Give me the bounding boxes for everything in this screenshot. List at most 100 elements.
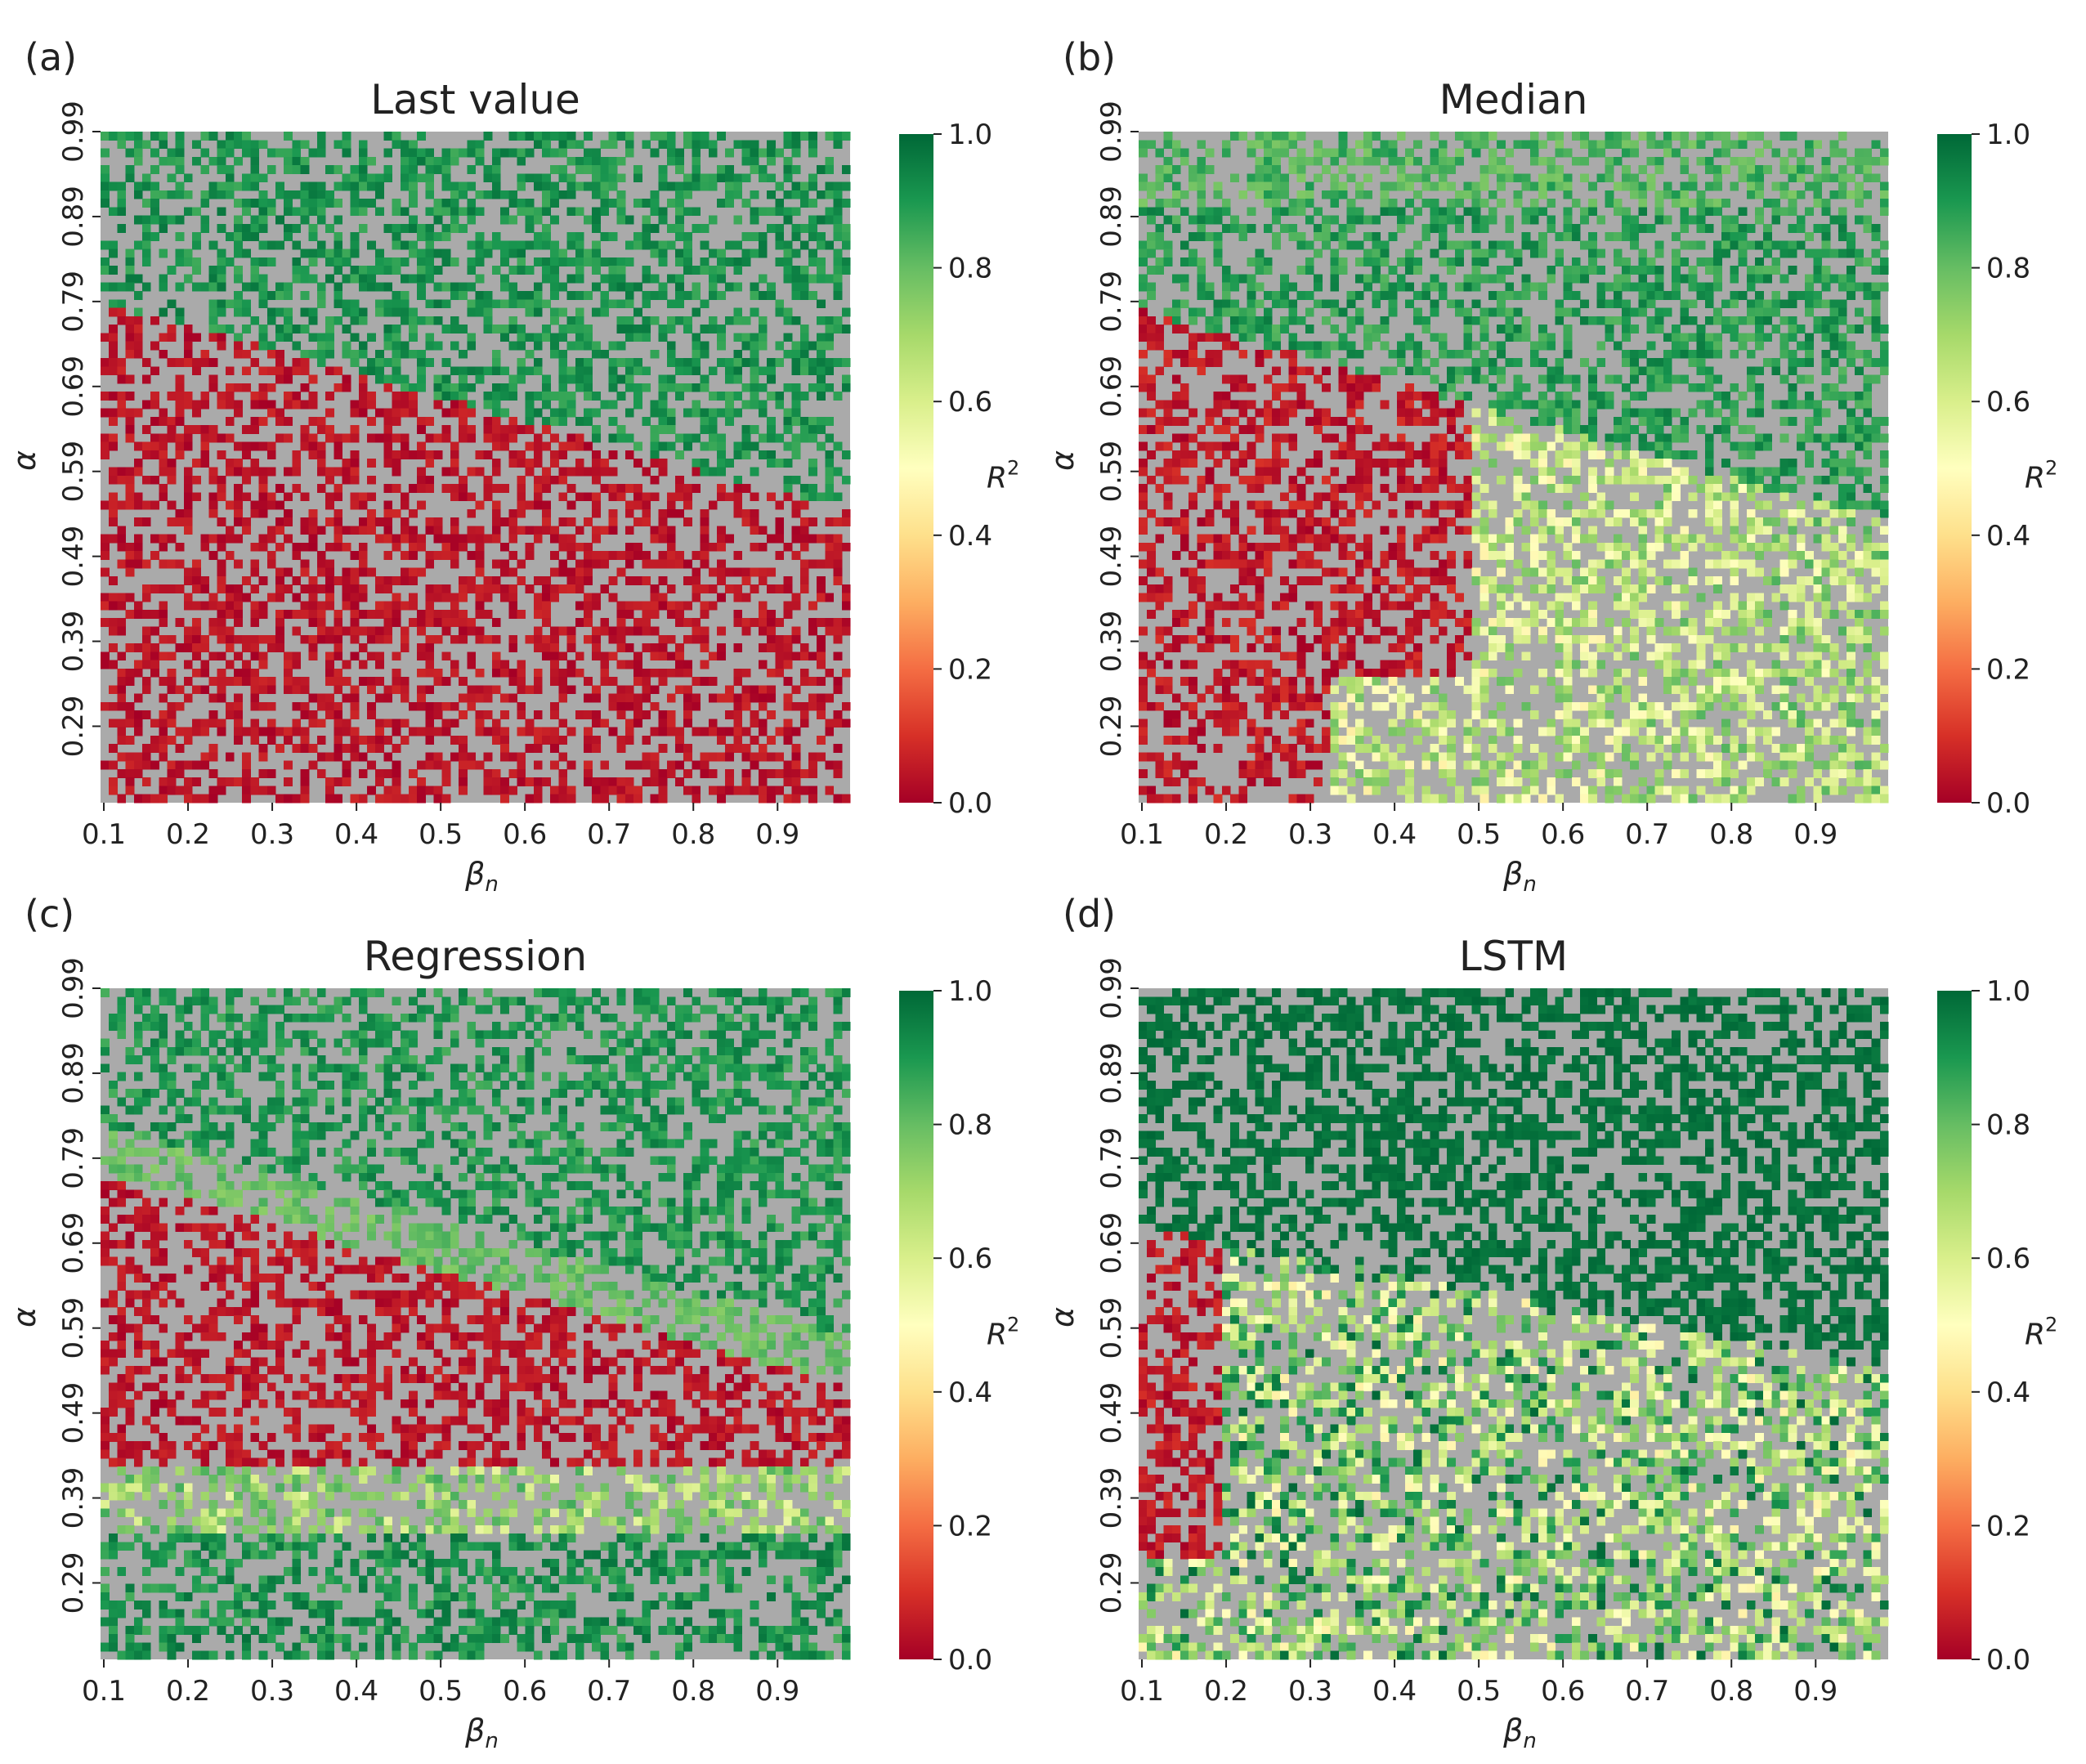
heatmap-cell — [308, 248, 318, 258]
heatmap-cell — [1646, 132, 1656, 141]
heatmap-cell — [292, 727, 302, 736]
heatmap-cell — [1155, 223, 1165, 233]
heatmap-cell — [333, 677, 343, 686]
heatmap-cell — [101, 593, 110, 602]
heatmap-cell — [175, 433, 185, 443]
heatmap-cell — [758, 232, 768, 242]
heatmap-cell — [109, 325, 118, 334]
heatmap-cell — [350, 492, 360, 502]
heatmap-cell — [417, 484, 426, 493]
heatmap-cell — [292, 156, 302, 166]
heatmap-cell — [417, 425, 426, 435]
heatmap-cell — [750, 685, 759, 695]
heatmap-cell — [217, 777, 226, 787]
heatmap-cell — [333, 701, 343, 711]
heatmap-cell — [525, 240, 535, 250]
heatmap-cell — [1704, 349, 1714, 359]
heatmap-cell — [1455, 156, 1464, 166]
heatmap-cell — [783, 542, 793, 552]
heatmap-cell — [450, 408, 459, 418]
heatmap-cell — [383, 786, 393, 795]
heatmap-cell — [1380, 316, 1390, 325]
heatmap-cell — [666, 710, 676, 719]
heatmap-cell — [1505, 282, 1515, 292]
heatmap-cell — [1754, 333, 1764, 343]
heatmap-cell — [758, 408, 768, 418]
heatmap-cell — [1388, 349, 1398, 359]
heatmap-cell — [1405, 257, 1414, 266]
heatmap-cell — [183, 517, 193, 526]
heatmap-cell — [1730, 325, 1739, 334]
heatmap-cell — [650, 534, 660, 544]
heatmap-cell — [358, 492, 368, 502]
heatmap-cell — [125, 567, 135, 577]
heatmap-cell — [167, 425, 177, 435]
heatmap-cell — [325, 786, 334, 795]
heatmap-cell — [575, 575, 584, 585]
heatmap-cell — [1555, 299, 1564, 309]
heatmap-cell — [633, 660, 642, 669]
heatmap-cell — [542, 584, 551, 594]
heatmap-cell — [483, 693, 493, 703]
heatmap-cell — [375, 693, 385, 703]
heatmap-cell — [675, 651, 684, 661]
heatmap-cell — [733, 408, 743, 418]
heatmap-cell — [542, 416, 551, 426]
heatmap-cell — [658, 282, 668, 292]
heatmap-cell — [508, 609, 518, 619]
heatmap-cell — [791, 140, 801, 150]
heatmap-cell — [725, 316, 734, 325]
heatmap-cell — [441, 148, 451, 158]
heatmap-cell — [1463, 316, 1473, 325]
heatmap-cell — [758, 626, 768, 636]
heatmap-cell — [392, 325, 401, 334]
heatmap-cell — [234, 408, 243, 418]
heatmap-cell — [500, 735, 509, 745]
heatmap-cell — [566, 173, 576, 183]
heatmap-cell — [459, 542, 468, 552]
heatmap-cell — [1563, 274, 1573, 284]
heatmap-cell — [1779, 248, 1789, 258]
heatmap-cell — [533, 450, 543, 459]
heatmap-cell — [250, 601, 260, 611]
heatmap-cell — [483, 584, 493, 594]
x-tick-label: 0.1 — [82, 818, 126, 851]
heatmap-cell — [1513, 325, 1523, 334]
heatmap-cell — [624, 257, 634, 266]
heatmap-cell — [242, 794, 251, 804]
heatmap-cell — [1296, 232, 1306, 242]
heatmap-cell — [1788, 325, 1797, 334]
heatmap-cell — [600, 307, 610, 317]
heatmap-cell — [508, 325, 518, 334]
heatmap-cell — [775, 433, 785, 443]
heatmap-cell — [633, 492, 642, 502]
heatmap-cell — [125, 677, 135, 686]
heatmap-cell — [1497, 325, 1506, 334]
heatmap-cell — [642, 199, 651, 208]
heatmap-cell — [1354, 207, 1364, 217]
heatmap-cell — [833, 760, 843, 770]
heatmap-cell — [408, 786, 418, 795]
heatmap-cell — [1838, 181, 1847, 191]
heatmap-cell — [117, 601, 127, 611]
heatmap-cell — [200, 441, 210, 451]
heatmap-cell — [1563, 307, 1573, 317]
heatmap-cell — [425, 181, 435, 191]
heatmap-cell — [234, 735, 243, 745]
heatmap-cell — [150, 341, 159, 351]
heatmap-cell — [150, 794, 159, 804]
heatmap-cell — [1330, 181, 1340, 191]
heatmap-cell — [1879, 349, 1889, 359]
heatmap-cell — [1288, 374, 1298, 384]
heatmap-cell — [383, 517, 393, 526]
heatmap-cell — [234, 584, 243, 594]
heatmap-cell — [750, 358, 759, 367]
heatmap-cell — [1596, 341, 1606, 351]
heatmap-cell — [1771, 358, 1781, 367]
heatmap-cell — [350, 575, 360, 585]
heatmap-cell — [150, 215, 159, 225]
heatmap-cell — [725, 534, 734, 544]
heatmap-cell — [1405, 248, 1414, 258]
heatmap-cell — [266, 685, 276, 695]
